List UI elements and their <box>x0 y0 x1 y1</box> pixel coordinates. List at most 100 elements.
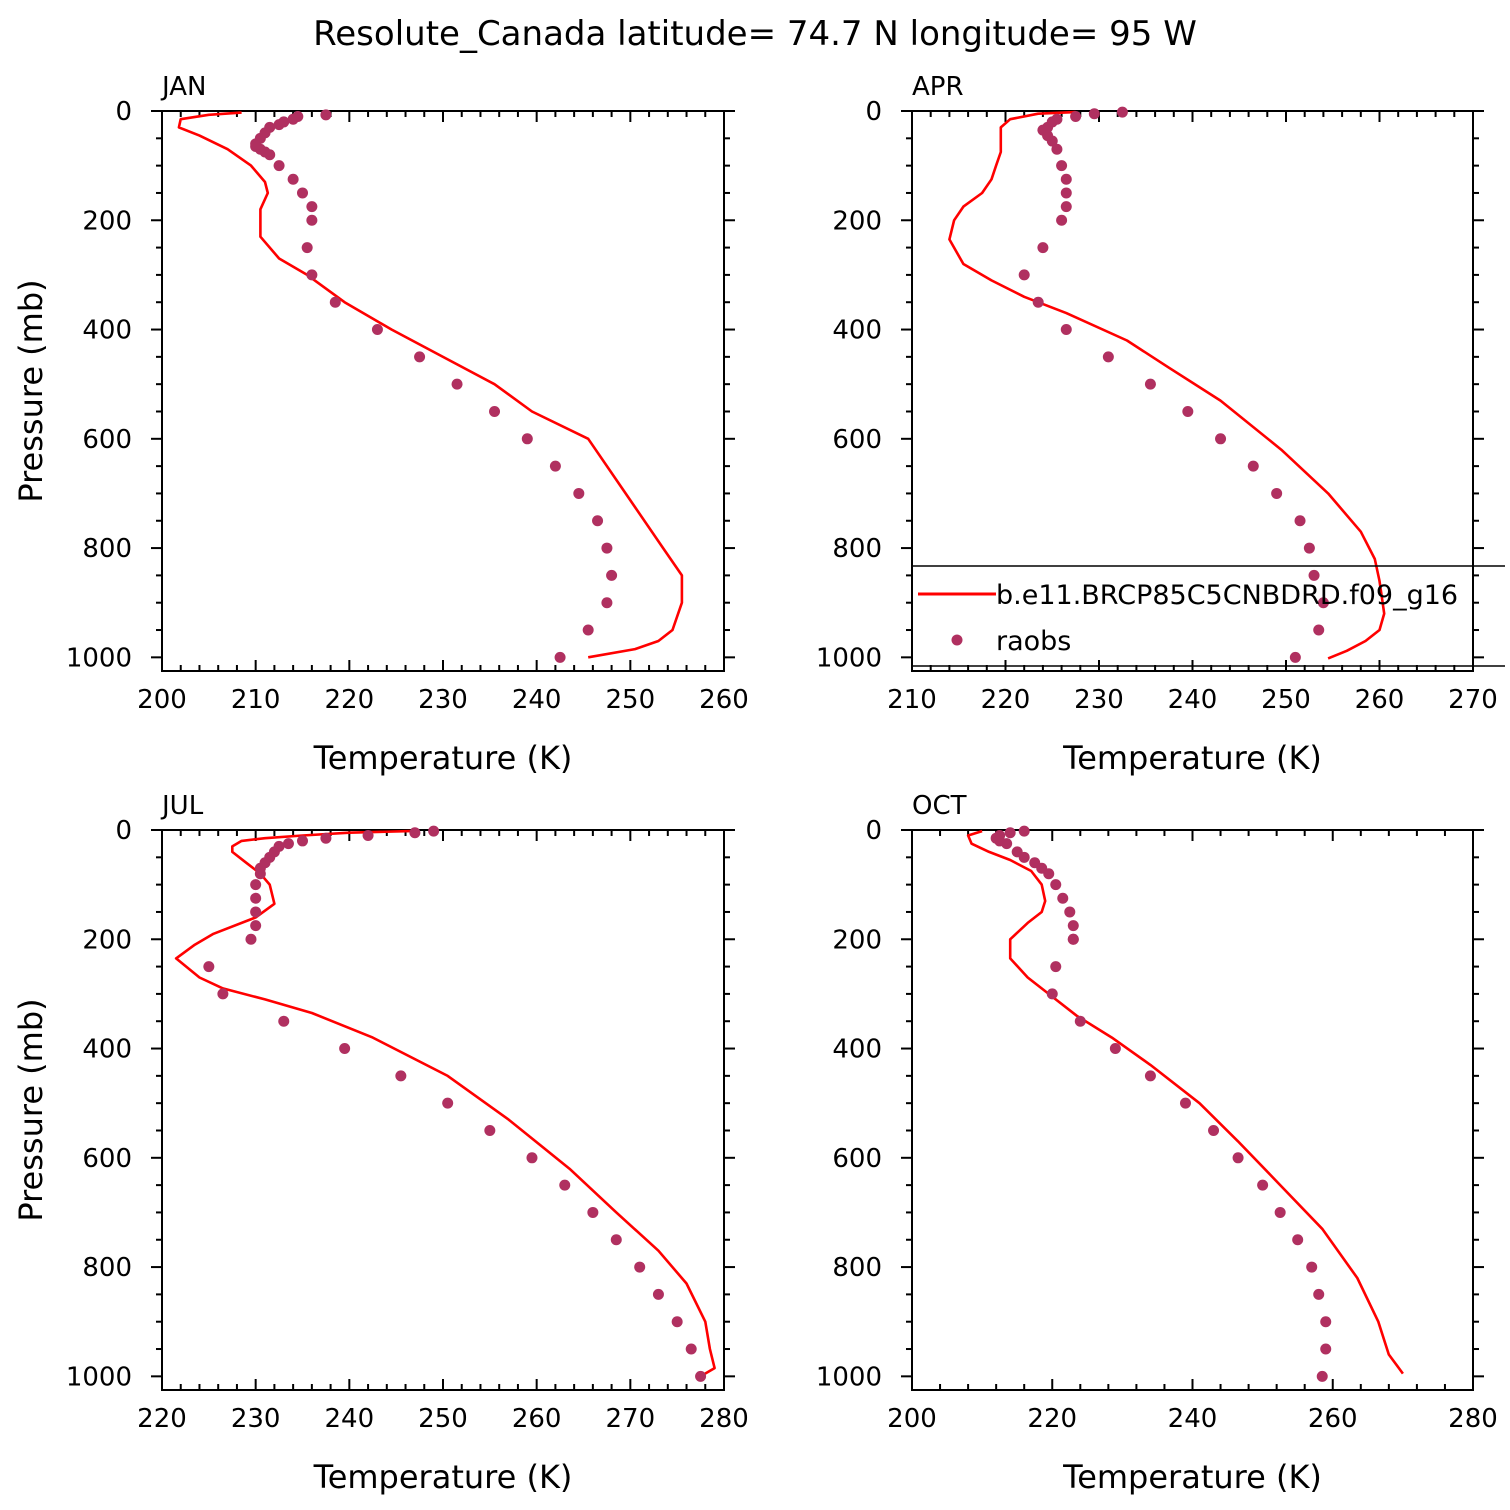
y-tick-label: 400 <box>832 1035 882 1065</box>
panel-label-jul: JUL <box>160 791 204 821</box>
data-point-raobs <box>250 906 262 918</box>
data-point-raobs <box>601 542 613 554</box>
data-point-raobs <box>1274 1206 1286 1218</box>
y-tick-label: 400 <box>82 1035 132 1065</box>
data-point-raobs <box>371 324 383 336</box>
data-point-raobs <box>652 1288 664 1300</box>
data-point-raobs <box>1032 296 1044 308</box>
data-point-raobs <box>573 487 585 499</box>
data-point-raobs <box>287 113 299 125</box>
data-point-raobs <box>278 1015 290 1027</box>
x-tick-label: 220 <box>137 1404 187 1434</box>
data-point-raobs <box>1316 1370 1328 1382</box>
data-point-raobs <box>1308 569 1320 581</box>
data-point-raobs <box>1064 906 1076 918</box>
x-axis-label: Temperature (K) <box>1062 739 1322 777</box>
data-point-raobs <box>306 201 318 213</box>
x-axis-label: Temperature (K) <box>313 739 573 777</box>
data-point-raobs <box>671 1316 683 1328</box>
data-point-raobs <box>521 433 533 445</box>
data-point-raobs <box>1303 542 1315 554</box>
x-tick-label: 250 <box>1261 685 1311 715</box>
panel-label-jan: JAN <box>160 72 206 102</box>
plot-frame <box>161 110 725 672</box>
y-axis-label: Pressure (mb) <box>12 279 50 502</box>
data-point-raobs <box>1320 1316 1332 1328</box>
x-axis-label: Temperature (K) <box>313 1458 573 1496</box>
x-axis-label: Temperature (K) <box>1062 1458 1322 1496</box>
data-point-raobs <box>1004 827 1016 839</box>
y-tick-label: 800 <box>82 1253 132 1283</box>
data-point-raobs <box>559 1179 571 1191</box>
x-tick-label: 240 <box>1168 685 1218 715</box>
y-tick-label: 400 <box>82 316 132 346</box>
data-point-raobs <box>320 832 332 844</box>
y-tick-label: 0 <box>115 816 132 846</box>
data-point-raobs <box>1018 269 1030 281</box>
data-point-raobs <box>1271 487 1283 499</box>
data-point-raobs <box>1043 868 1055 880</box>
data-point-raobs <box>592 515 604 527</box>
data-point-raobs <box>306 269 318 281</box>
x-tick-label: 240 <box>512 685 562 715</box>
y-tick-label: 600 <box>832 1144 882 1174</box>
legend-label-model: b.e11.BRCP85C5CNBDRD.f09_g16 <box>996 580 1458 611</box>
data-point-raobs <box>1057 892 1069 904</box>
panel-label-apr: APR <box>912 72 964 102</box>
data-point-raobs <box>1257 1179 1269 1191</box>
data-point-raobs <box>339 1043 351 1055</box>
x-tick-label: 270 <box>606 1404 656 1434</box>
data-point-raobs <box>287 173 299 185</box>
data-point-raobs <box>1060 201 1072 213</box>
data-point-raobs <box>554 651 566 663</box>
x-tick-label: 230 <box>231 1404 281 1434</box>
plot-frame <box>161 829 725 1391</box>
panel-label-oct: OCT <box>912 791 967 821</box>
x-tick-label: 200 <box>887 1404 937 1434</box>
y-tick-label: 200 <box>832 206 882 236</box>
series-line-model <box>966 829 1404 1375</box>
panel-jul: JUL 220 230 240 250 260 270 280 0 200 400 600 800 100… <box>12 791 749 1496</box>
y-tick-label: 1000 <box>816 1362 882 1392</box>
data-point-raobs <box>601 597 613 609</box>
data-point-raobs <box>1046 135 1058 147</box>
y-tick-label: 800 <box>832 1253 882 1283</box>
data-point-raobs <box>306 214 318 226</box>
data-point-raobs <box>254 868 266 880</box>
panel-oct: OCT 200 220 240 260 280 0 200 400 600 800 1000 Tempe… <box>816 791 1498 1496</box>
data-point-raobs <box>1070 110 1082 122</box>
data-point-raobs <box>297 187 308 199</box>
series-line-model <box>177 111 684 659</box>
data-point-raobs <box>1215 433 1227 445</box>
y-tick-label: 0 <box>115 97 132 127</box>
x-tick-label: 270 <box>1448 685 1498 715</box>
data-point-raobs <box>1208 1124 1220 1136</box>
data-point-raobs <box>1317 597 1329 609</box>
panel-jan: JAN 200 210 220 230 240 250 260 0 200 400 600 800 100… <box>12 72 749 777</box>
x-tick-label: 200 <box>137 685 187 715</box>
panel-apr: APR 210 220 230 240 250 260 270 0 200 400 600 800 100… <box>816 72 1498 777</box>
data-point-raobs <box>451 378 463 390</box>
x-tick-label: 240 <box>325 1404 375 1434</box>
y-tick-label: 800 <box>832 534 882 564</box>
data-point-raobs <box>1067 920 1079 932</box>
data-point-raobs <box>1232 1152 1244 1164</box>
data-point-raobs <box>442 1097 454 1109</box>
data-point-raobs <box>1067 933 1079 945</box>
data-point-raobs <box>1179 1097 1191 1109</box>
x-tick-label: 230 <box>418 685 468 715</box>
data-point-raobs <box>428 825 440 837</box>
data-point-raobs <box>1102 351 1114 363</box>
y-tick-label: 0 <box>865 816 882 846</box>
x-tick-label: 280 <box>699 1404 749 1434</box>
y-tick-label: 400 <box>832 316 882 346</box>
data-point-raobs <box>526 1152 538 1164</box>
x-tick-label: 210 <box>231 685 281 715</box>
data-point-raobs <box>329 296 341 308</box>
data-point-raobs <box>582 624 594 636</box>
data-point-raobs <box>1018 825 1030 837</box>
data-point-raobs <box>1060 173 1072 185</box>
data-point-raobs <box>1294 515 1306 527</box>
x-tick-label: 230 <box>1074 685 1124 715</box>
data-point-raobs <box>1046 988 1058 1000</box>
